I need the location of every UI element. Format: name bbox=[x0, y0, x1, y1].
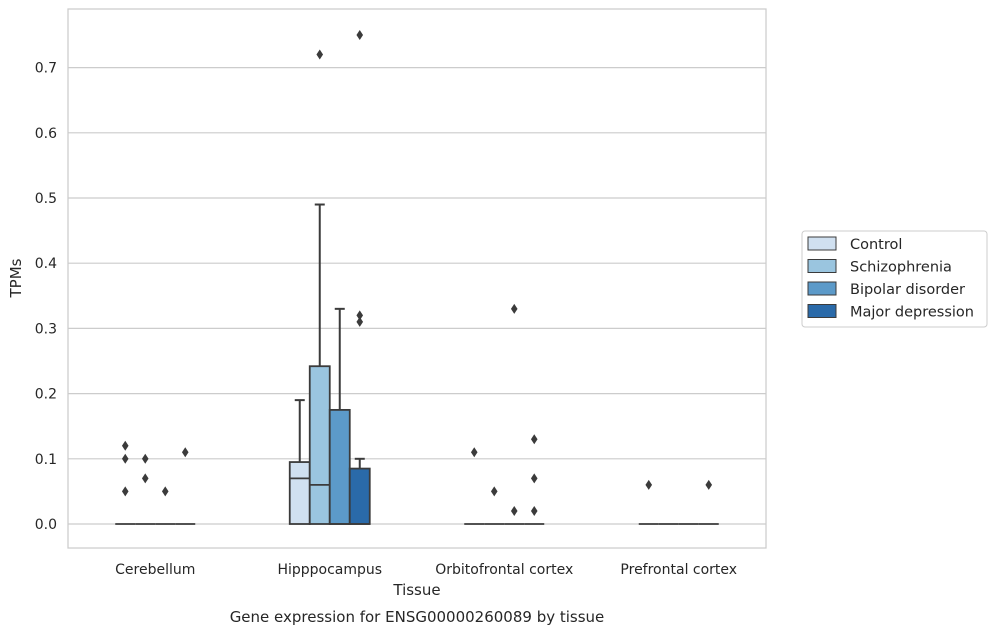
y-tick-label: 0.3 bbox=[35, 321, 57, 337]
x-axis-label: Tissue bbox=[392, 581, 440, 599]
legend-swatch bbox=[807, 236, 837, 251]
chart-caption: Gene expression for ENSG00000260089 by t… bbox=[230, 608, 605, 626]
y-tick-label: 0.5 bbox=[35, 191, 57, 207]
outlier-point bbox=[181, 447, 189, 458]
legend-swatch bbox=[807, 259, 837, 273]
box-major-depression bbox=[175, 447, 196, 525]
outlier-point bbox=[121, 453, 129, 464]
box-series bbox=[115, 30, 719, 525]
box-major-depression bbox=[698, 479, 719, 525]
box-bipolar-disorder bbox=[504, 303, 525, 525]
box-schizophrenia bbox=[308, 49, 331, 525]
outlier-point bbox=[490, 486, 498, 497]
grid-lines bbox=[68, 66, 766, 525]
box-body bbox=[308, 365, 331, 525]
legend-frame bbox=[801, 230, 988, 328]
x-tick-label: Prefrontal cortex bbox=[620, 562, 737, 578]
outlier-point bbox=[356, 30, 364, 40]
outlier-point bbox=[121, 486, 129, 497]
legend-label: Bipolar disorder bbox=[850, 282, 965, 298]
outlier-point bbox=[121, 440, 129, 451]
outlier-point bbox=[316, 49, 324, 60]
y-tick-label: 0.4 bbox=[35, 256, 57, 272]
y-tick-label: 0.2 bbox=[35, 387, 57, 403]
legend-swatch bbox=[807, 304, 837, 318]
box-control bbox=[464, 447, 485, 525]
legend-label: Major depression bbox=[850, 305, 974, 321]
y-tick-label: 0.1 bbox=[35, 452, 57, 468]
box-control bbox=[115, 440, 136, 525]
y-tick-label: 0.6 bbox=[35, 126, 57, 142]
outlier-point bbox=[141, 473, 149, 484]
y-tick-label: 0.7 bbox=[35, 61, 57, 77]
legend: Control Schizophrenia Bipolar disorder Majo… bbox=[801, 230, 988, 328]
outlier-point bbox=[356, 310, 364, 321]
outlier-point bbox=[530, 505, 538, 516]
box-bipolar-disorder bbox=[155, 486, 176, 525]
outlier-point bbox=[510, 303, 518, 314]
legend-label: Control bbox=[850, 237, 902, 253]
outlier-point bbox=[470, 447, 478, 458]
legend-label: Schizophrenia bbox=[850, 260, 952, 276]
x-tick-label: Orbitofrontal cortex bbox=[435, 562, 573, 578]
x-tick-label: Hipppocampus bbox=[277, 562, 382, 578]
outlier-point bbox=[705, 479, 713, 490]
legend-swatch bbox=[807, 281, 837, 296]
box-control bbox=[288, 399, 311, 525]
outlier-point bbox=[645, 479, 653, 490]
outlier-point bbox=[530, 434, 538, 445]
outlier-point bbox=[530, 473, 538, 484]
box-major-depression bbox=[524, 434, 545, 525]
y-axis-label: TPMs bbox=[7, 258, 25, 298]
box-body bbox=[288, 461, 311, 525]
y-tick-label: 0.0 bbox=[35, 517, 57, 533]
box-schizophrenia bbox=[484, 486, 505, 525]
plot-frame bbox=[67, 8, 767, 549]
box-body bbox=[328, 408, 351, 525]
outlier-point bbox=[356, 316, 364, 327]
x-tick-label: Cerebellum bbox=[115, 562, 195, 578]
outlier-point bbox=[141, 453, 149, 464]
box-schizophrenia bbox=[135, 453, 156, 525]
y-tick-labels: 0.0 0.1 0.2 0.3 0.4 0.5 0.6 0.7 bbox=[35, 61, 57, 533]
x-tick-labels: Cerebellum Hipppocampus Orbitofrontal cort… bbox=[115, 562, 737, 578]
box-bipolar-disorder bbox=[328, 307, 351, 525]
outlier-point bbox=[510, 505, 518, 516]
box-control bbox=[638, 479, 659, 525]
box-major-depression bbox=[348, 30, 371, 525]
box-body bbox=[348, 467, 371, 525]
outlier-point bbox=[161, 486, 169, 497]
